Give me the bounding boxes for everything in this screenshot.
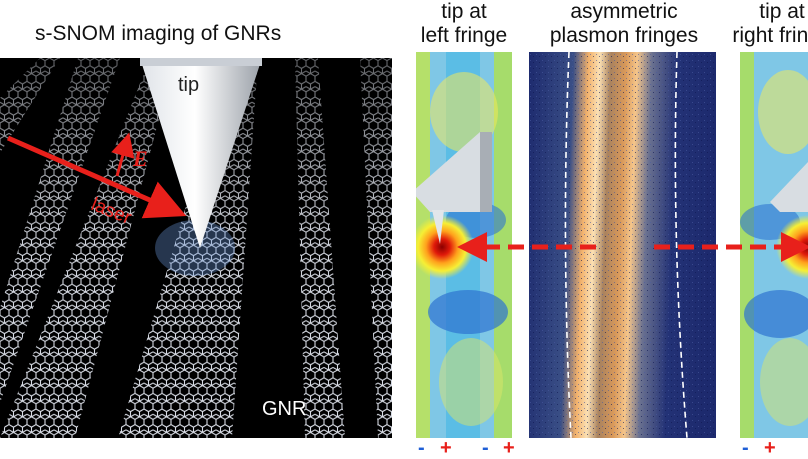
panel-a-sign-4: +	[503, 437, 515, 459]
panel-a-title-line2: left fringe	[420, 24, 508, 47]
gnr-label: GNR	[262, 398, 307, 420]
panel-b-title: asymmetric plasmon fringes	[528, 0, 720, 48]
snom-schematic: tip E laser GNR	[0, 58, 392, 438]
panel-a-near-field-map	[416, 52, 512, 438]
tip-label: tip	[178, 74, 200, 96]
panel-c-tip-icon	[770, 162, 808, 212]
panel-a-tip-icon	[416, 132, 492, 212]
fringe-boundary-right	[674, 52, 688, 438]
panel-a-title-line1: tip at	[441, 0, 487, 23]
fringe-boundary-left	[564, 52, 572, 438]
e-field-arrow	[111, 132, 135, 177]
panel-c-title-line2: right fringe	[732, 24, 808, 47]
panel-c-sign-1: -	[742, 437, 749, 459]
panel-b-title-line1: asymmetric	[570, 0, 678, 23]
e-field-label: E	[133, 146, 148, 171]
panel-c-title-line1: tip at	[759, 0, 805, 23]
panel-c-sign-2: +	[764, 437, 776, 459]
panel-a-sign-2: +	[440, 437, 452, 459]
panel-b-title-line2: plasmon fringes	[549, 24, 699, 47]
panel-a-sign-1: -	[418, 437, 425, 459]
laser-beam	[6, 135, 187, 219]
panel-a-sign-3: -	[482, 437, 489, 459]
afm-tip	[140, 58, 262, 248]
panel-a-title: tip at left fringe	[412, 0, 516, 48]
left-panel-title: s-SNOM imaging of GNRs	[35, 22, 282, 45]
panel-c-title: tip at right fringe	[730, 0, 808, 48]
